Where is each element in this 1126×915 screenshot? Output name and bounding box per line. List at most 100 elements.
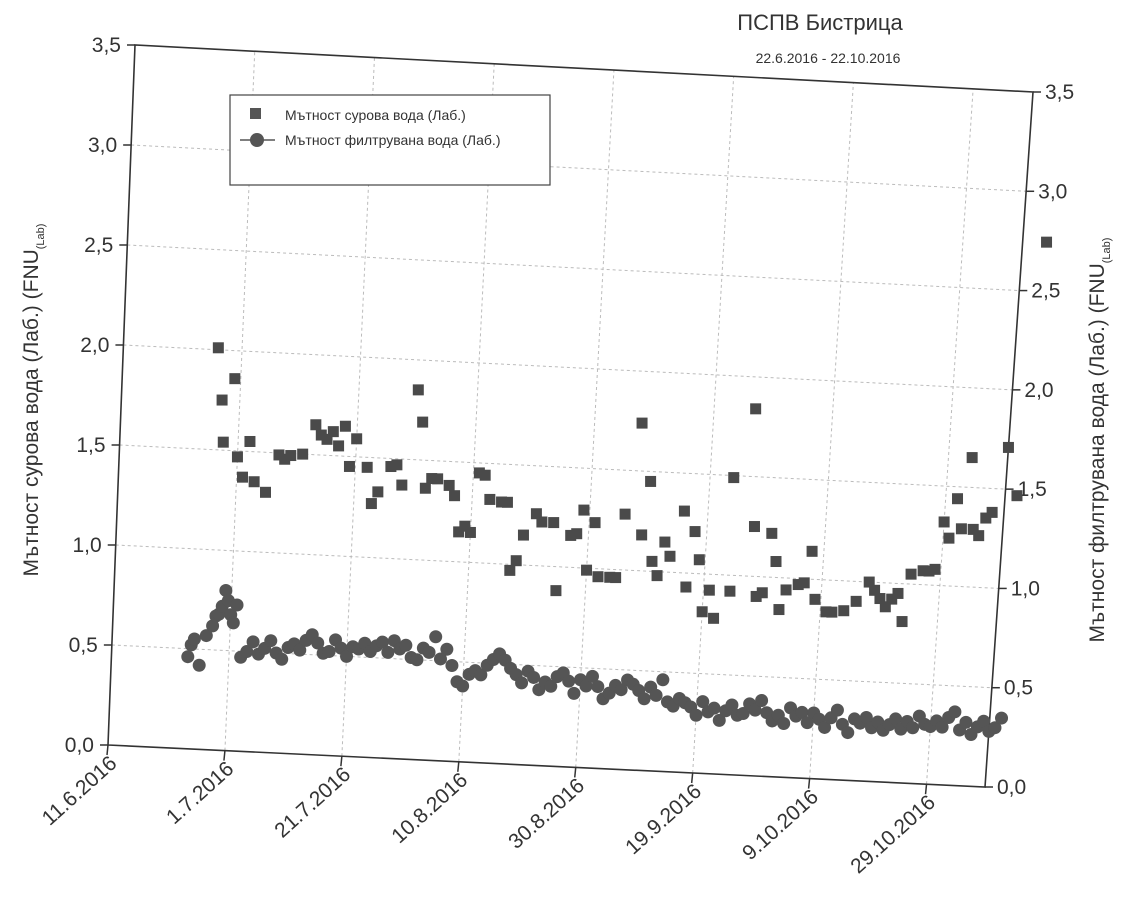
raw-water-point bbox=[419, 482, 431, 494]
raw-water-point bbox=[806, 545, 818, 557]
raw-water-point bbox=[279, 453, 291, 465]
filtered-water-point bbox=[988, 721, 1002, 735]
filtered-water-point bbox=[240, 645, 254, 659]
raw-water-point bbox=[464, 526, 476, 538]
y-left-tick-label: 3,5 bbox=[92, 34, 121, 57]
raw-water-point bbox=[321, 433, 333, 445]
y-axis-left-title-sub: (Lab) bbox=[35, 224, 47, 250]
grid-line-horizontal bbox=[127, 244, 1020, 292]
y-left-tick-label: 2,0 bbox=[80, 334, 109, 357]
filtered-water-point bbox=[777, 716, 791, 730]
raw-water-point bbox=[530, 508, 542, 520]
raw-water-point bbox=[773, 604, 785, 616]
raw-water-point bbox=[372, 486, 384, 498]
raw-water-point bbox=[943, 532, 955, 544]
raw-water-point bbox=[826, 606, 838, 618]
filtered-water-point bbox=[199, 629, 213, 643]
raw-water-point bbox=[756, 587, 768, 599]
raw-water-point bbox=[432, 473, 444, 485]
filtered-water-point bbox=[800, 716, 814, 730]
filtered-water-point bbox=[226, 616, 240, 630]
filtered-water-point bbox=[841, 726, 855, 740]
filtered-water-point bbox=[422, 645, 436, 659]
filtered-water-point bbox=[181, 650, 195, 664]
y-left-tick-label: 1,5 bbox=[76, 434, 105, 457]
raw-water-point bbox=[236, 471, 248, 483]
x-tick-mark bbox=[340, 756, 343, 767]
raw-water-point bbox=[589, 517, 601, 529]
filtered-water-point bbox=[340, 649, 354, 663]
y-left-tick-label: 3,0 bbox=[88, 134, 117, 157]
grid-lines bbox=[107, 44, 1034, 788]
x-tick-mark bbox=[457, 761, 460, 772]
y-left-tick-label: 2,5 bbox=[84, 234, 113, 257]
filtered-water-point bbox=[696, 695, 710, 709]
raw-water-point bbox=[417, 416, 429, 428]
legend-label-raw: Мътност сурова вода (Лаб.) bbox=[285, 107, 466, 123]
raw-water-point bbox=[473, 467, 485, 479]
raw-water-point bbox=[879, 601, 891, 613]
raw-water-point bbox=[923, 565, 935, 577]
raw-water-point bbox=[504, 564, 516, 576]
filtered-water-point bbox=[433, 652, 447, 666]
data-points bbox=[181, 236, 1053, 742]
raw-water-point bbox=[536, 516, 548, 528]
raw-water-point bbox=[581, 564, 593, 576]
filtered-water-point bbox=[977, 714, 991, 728]
raw-water-point bbox=[578, 504, 590, 516]
filtered-water-point bbox=[906, 721, 920, 735]
y-right-tick-label: 1,0 bbox=[1011, 577, 1040, 600]
raw-water-point bbox=[592, 571, 604, 583]
filtered-water-point bbox=[995, 711, 1009, 725]
x-tick-mark bbox=[924, 784, 928, 795]
raw-water-point bbox=[361, 461, 373, 473]
filtered-water-point bbox=[544, 679, 558, 693]
filtered-water-point bbox=[264, 634, 278, 648]
raw-water-point bbox=[967, 523, 979, 535]
filtered-water-point bbox=[399, 638, 413, 652]
raw-water-point bbox=[412, 384, 424, 396]
raw-water-point bbox=[449, 490, 461, 502]
filtered-water-point bbox=[187, 632, 201, 646]
raw-water-point bbox=[479, 469, 491, 481]
legend-square-marker bbox=[250, 108, 261, 119]
filtered-water-point bbox=[311, 636, 325, 650]
legend-circle-marker bbox=[250, 133, 264, 147]
raw-water-point bbox=[231, 451, 243, 463]
raw-water-point bbox=[571, 528, 583, 540]
raw-water-point bbox=[838, 605, 850, 617]
filtered-water-point bbox=[859, 711, 873, 725]
filtered-water-point bbox=[410, 653, 424, 667]
filtered-water-point bbox=[456, 679, 470, 693]
filtered-water-point bbox=[206, 619, 220, 633]
filtered-water-point bbox=[219, 583, 233, 597]
filtered-water-point bbox=[192, 658, 206, 672]
y-right-tick-label: 3,0 bbox=[1038, 180, 1067, 203]
raw-water-point bbox=[809, 593, 821, 605]
filtered-water-point bbox=[649, 688, 663, 702]
y-axis-left-title-main: Мътност сурова вода (Лаб.) (FNU bbox=[20, 249, 43, 576]
raw-water-point bbox=[863, 576, 875, 588]
filtered-water-point bbox=[948, 705, 962, 719]
x-tick-label: 30.8.2016 bbox=[504, 774, 589, 854]
filtered-water-point bbox=[755, 693, 769, 707]
filtered-water-point bbox=[818, 720, 832, 734]
filtered-water-point bbox=[515, 676, 529, 690]
raw-water-point bbox=[1041, 236, 1053, 248]
raw-water-point bbox=[703, 584, 715, 596]
raw-water-point bbox=[798, 577, 810, 589]
raw-water-point bbox=[385, 461, 397, 473]
raw-water-point bbox=[780, 584, 792, 596]
raw-water-point bbox=[333, 440, 345, 452]
raw-water-point bbox=[905, 568, 917, 580]
raw-water-point bbox=[459, 520, 471, 532]
grid-line-vertical bbox=[692, 76, 735, 774]
raw-water-point bbox=[339, 420, 351, 432]
raw-water-point bbox=[636, 417, 648, 429]
y-right-tick-label: 0,0 bbox=[997, 776, 1026, 799]
raw-water-point bbox=[550, 585, 562, 597]
raw-water-point bbox=[565, 529, 577, 541]
x-tick-mark bbox=[223, 750, 226, 761]
raw-water-point bbox=[693, 554, 705, 566]
raw-water-point bbox=[659, 536, 671, 548]
